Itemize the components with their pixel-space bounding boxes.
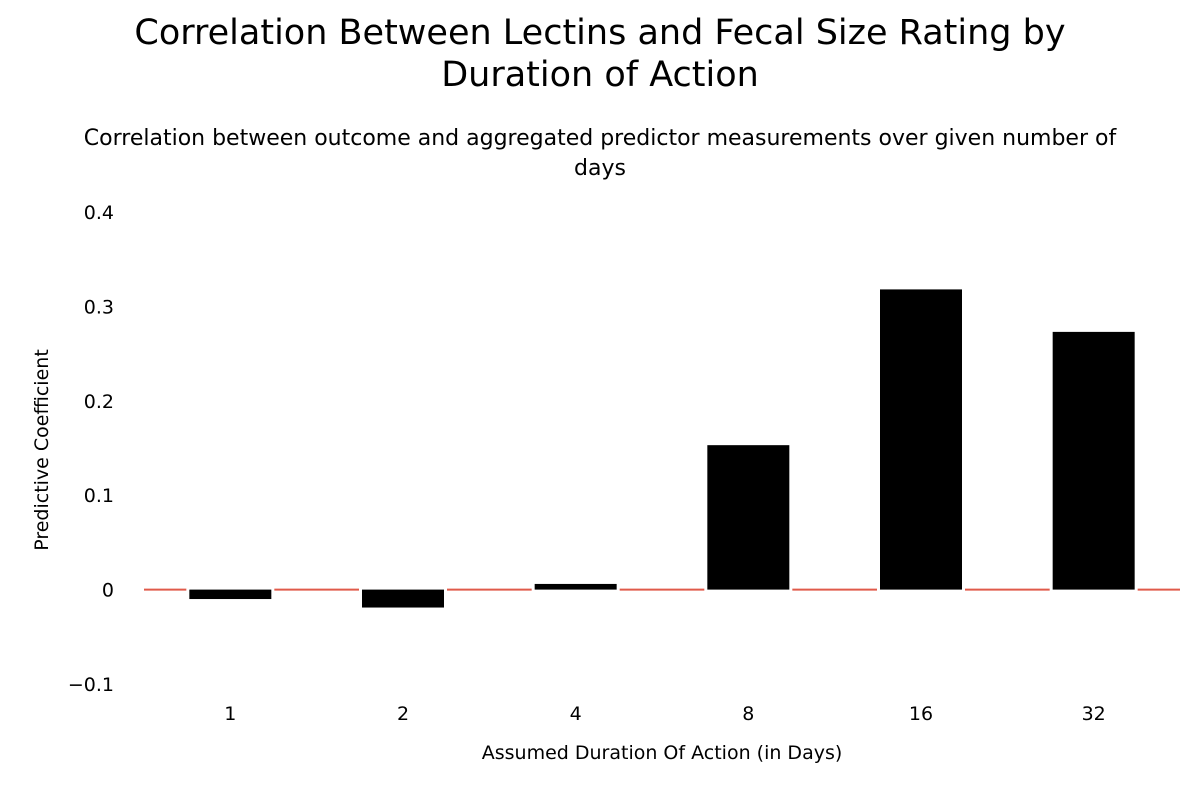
x-tick-label: 16 bbox=[909, 703, 933, 725]
y-tick-label: 0.3 bbox=[84, 296, 114, 318]
y-tick-label: 0.2 bbox=[84, 391, 114, 413]
x-tick-label: 1 bbox=[224, 703, 236, 725]
y-tick-label: 0 bbox=[102, 580, 114, 602]
x-axis-ticks: 1 2 4 8 16 32 bbox=[224, 703, 1105, 725]
bar-32 bbox=[1052, 331, 1135, 590]
chart-title: Correlation Between Lectins and Fecal Si… bbox=[0, 12, 1200, 96]
x-tick-label: 4 bbox=[570, 703, 582, 725]
y-axis-label: Predictive Coefficient bbox=[31, 349, 53, 551]
bar-1 bbox=[189, 589, 272, 600]
x-axis-label: Assumed Duration Of Action (in Days) bbox=[482, 742, 843, 764]
y-tick-label: 0.4 bbox=[84, 202, 114, 224]
x-tick-label: 2 bbox=[397, 703, 409, 725]
y-tick-label: −0.1 bbox=[68, 674, 114, 696]
x-tick-label: 32 bbox=[1082, 703, 1106, 725]
bars bbox=[189, 289, 1135, 608]
x-tick-label: 8 bbox=[742, 703, 754, 725]
y-tick-label: 0.1 bbox=[84, 485, 114, 507]
chart-subtitle: Correlation between outcome and aggregat… bbox=[0, 124, 1200, 184]
bar-2 bbox=[362, 589, 444, 608]
bar-16 bbox=[880, 289, 962, 590]
bar-8 bbox=[707, 445, 790, 590]
y-axis-ticks: 0.4 0.3 0.2 0.1 0 −0.1 bbox=[68, 202, 114, 696]
chart-title-text: Correlation Between Lectins and Fecal Si… bbox=[134, 13, 1066, 95]
bar-4 bbox=[534, 583, 617, 590]
chart-subtitle-text: Correlation between outcome and aggregat… bbox=[83, 126, 1117, 181]
